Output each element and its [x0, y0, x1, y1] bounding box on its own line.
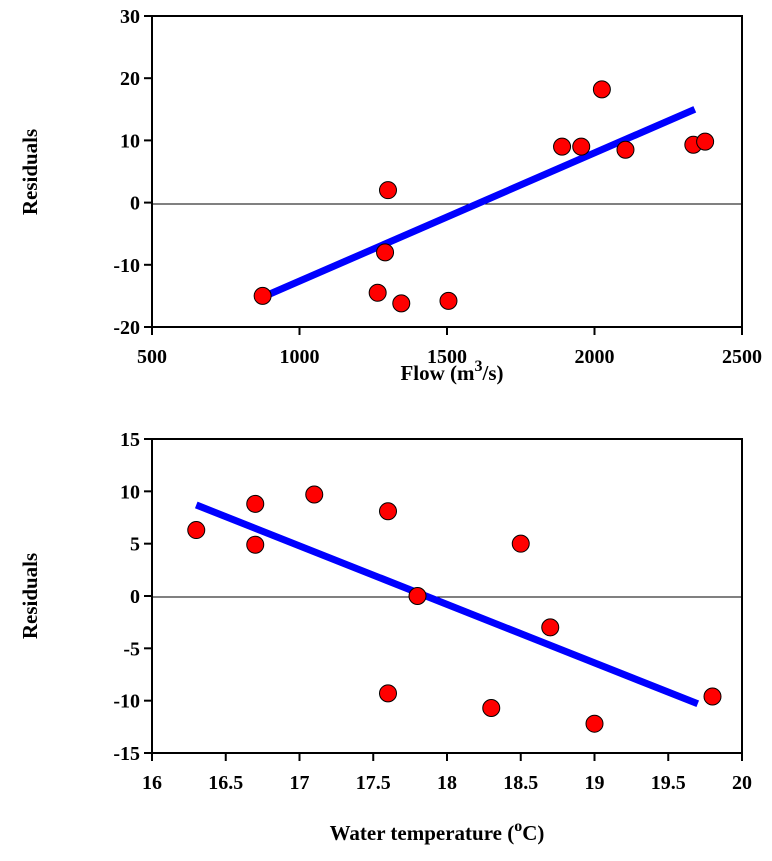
y-tick-label: 10 [120, 130, 140, 152]
data-point [376, 243, 395, 262]
data-point [703, 687, 722, 706]
x-axis-title-main: Water temperature ( [330, 821, 515, 845]
y-tick-label: -10 [113, 255, 140, 277]
y-tick-label: 10 [120, 481, 140, 503]
temperature-residuals-chart: -15 -10 -5 0 5 10 15 16 16.5 17 17.5 18 18.5 19 19.5 2… [18, 429, 752, 845]
data-point [592, 80, 611, 99]
data-point [379, 684, 397, 703]
plot-area-frame [151, 15, 743, 328]
x-tick-label: 1000 [280, 346, 320, 368]
y-tick-label: -10 [113, 691, 140, 713]
x-axis-title-sup: 3 [475, 358, 483, 375]
x-axis-ticks: 500 1000 1500 2000 2500 [137, 327, 762, 368]
data-point [408, 587, 427, 605]
data-point [482, 698, 501, 717]
x-axis-title-tail: /s) [482, 361, 504, 385]
x-tick-label: 18 [437, 772, 457, 794]
x-tick-label: 500 [137, 346, 167, 368]
data-point [541, 618, 560, 637]
plot-area-frame [151, 438, 743, 754]
data-point [553, 137, 572, 156]
x-tick-label: 16 [142, 772, 162, 794]
trendline-group [194, 501, 700, 708]
trendline [194, 501, 700, 708]
y-tick-label: 0 [130, 193, 140, 215]
y-tick-label: 0 [130, 586, 140, 608]
x-axis-title-main: Flow (m [400, 361, 475, 385]
flow-residuals-chart: -20 -10 0 10 20 30 500 1000 1500 2000 2500 Residu… [18, 6, 762, 385]
data-point [572, 137, 591, 156]
data-point [379, 502, 397, 521]
y-tick-label: -5 [123, 638, 140, 660]
y-axis-title: Residuals [18, 553, 42, 639]
y-axis-title: Residuals [18, 129, 42, 215]
x-tick-label: 19 [585, 772, 605, 794]
data-point [392, 294, 411, 313]
x-tick-label: 18.5 [503, 772, 538, 794]
y-tick-label: -20 [113, 317, 140, 339]
y-axis-ticks: -20 -10 0 10 20 30 [113, 6, 152, 339]
y-axis-ticks: -15 -10 -5 0 5 10 15 [113, 429, 152, 765]
data-point [187, 521, 206, 540]
data-point [439, 291, 458, 310]
x-tick-label: 17.5 [356, 772, 391, 794]
x-tick-label: 16.5 [208, 772, 243, 794]
data-point [246, 535, 265, 554]
x-axis-title: Flow (m3/s) [400, 358, 503, 385]
data-point [696, 132, 715, 151]
data-point [616, 140, 635, 159]
trendline-group [261, 106, 697, 301]
x-axis-title: Water temperature (oC) [330, 818, 545, 845]
data-point [253, 286, 272, 305]
trendline [261, 106, 697, 301]
x-axis-ticks: 16 16.5 17 17.5 18 18.5 19 19.5 20 [142, 753, 752, 794]
data-points [187, 485, 722, 733]
y-tick-label: 15 [120, 429, 140, 451]
y-tick-label: 30 [120, 6, 140, 28]
x-tick-label: 1500 [427, 346, 467, 368]
y-tick-label: 20 [120, 68, 140, 90]
x-axis-title-tail: C) [522, 821, 544, 845]
data-point [368, 283, 387, 302]
data-point [585, 714, 604, 733]
x-axis-title-sup: o [514, 818, 522, 835]
x-tick-label: 19.5 [651, 772, 686, 794]
x-tick-label: 20 [732, 772, 752, 794]
x-tick-label: 2500 [722, 346, 762, 368]
data-point [246, 494, 265, 513]
data-point [511, 534, 530, 553]
y-tick-label: -15 [113, 743, 140, 765]
data-points [253, 80, 715, 313]
x-tick-label: 2000 [575, 346, 615, 368]
x-tick-label: 17 [290, 772, 310, 794]
data-point [379, 181, 397, 200]
y-tick-label: 5 [130, 534, 140, 556]
data-point [305, 485, 324, 504]
